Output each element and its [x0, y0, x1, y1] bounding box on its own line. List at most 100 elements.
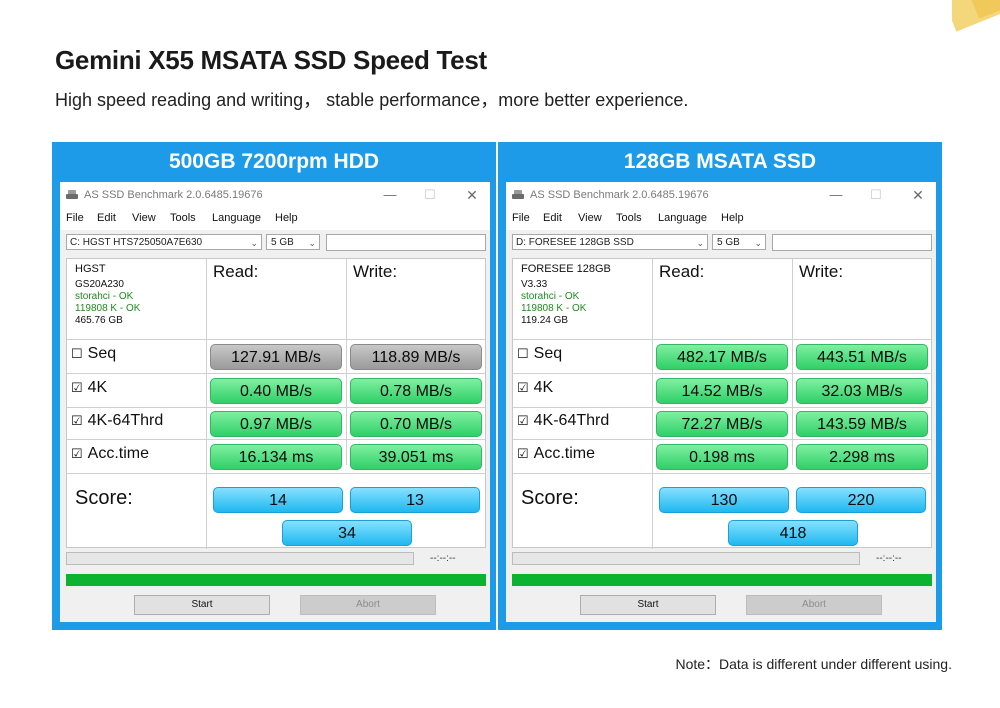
menu-help[interactable]: Help [721, 212, 744, 224]
close-icon[interactable]: ✕ [466, 187, 478, 203]
menu-view[interactable]: View [578, 212, 602, 224]
total-progress-bar [512, 574, 932, 586]
disk-icon [66, 190, 78, 200]
row-4k64-label[interactable]: ☑ 4K-64Thrd [71, 412, 163, 430]
size-select[interactable]: 5 GB ⌄ [712, 234, 766, 250]
checkbox-icon[interactable]: ☑ [517, 413, 529, 428]
menu-edit[interactable]: Edit [543, 212, 562, 224]
menu-tools[interactable]: Tools [616, 212, 642, 224]
score-write: 13 [350, 487, 480, 513]
drive-info: HGST GS20A230 storahci - OK 119808 K - O… [75, 263, 140, 327]
progress-bar [512, 552, 860, 565]
checkbox-icon[interactable]: ☑ [71, 446, 83, 461]
divider [67, 473, 485, 474]
window-titlebar[interactable]: AS SSD Benchmark 2.0.6485.19676 — ☐ ✕ [506, 182, 936, 210]
footnote: Note：Data is different under different u… [675, 656, 952, 672]
drive-select[interactable]: C: HGST HTS725050A7E630 ⌄ [66, 234, 262, 250]
score-read: 130 [659, 487, 789, 513]
row-acc-label[interactable]: ☑ Acc.time [517, 445, 595, 463]
drive-firmware: GS20A230 [75, 279, 124, 290]
menu-bar: File Edit View Tools Language Help [506, 210, 936, 230]
chevron-down-icon: ⌄ [308, 238, 316, 248]
row-seq-label[interactable]: ☐ Seq [71, 345, 116, 363]
drive-select-value: D: FORESEE 128GB SSD [516, 237, 634, 248]
divider [67, 339, 485, 340]
name-input[interactable] [772, 234, 932, 251]
divider [67, 373, 485, 374]
menu-edit[interactable]: Edit [97, 212, 116, 224]
close-icon[interactable]: ✕ [912, 187, 924, 203]
drive-model: HGST [75, 263, 106, 275]
row-4k-label[interactable]: ☑ 4K [517, 379, 553, 397]
name-input[interactable] [326, 234, 486, 251]
row-label-text: Acc.time [87, 445, 149, 462]
menu-file[interactable]: File [66, 212, 84, 224]
panel-header: 128GB MSATA SSD [623, 150, 817, 173]
menu-language[interactable]: Language [212, 212, 261, 224]
acc-write-value: 2.298 ms [796, 444, 928, 470]
drive-firmware: V3.33 [521, 279, 548, 290]
minimize-icon[interactable]: — [829, 187, 843, 202]
divider [513, 407, 931, 408]
row-4k-label[interactable]: ☑ 4K [71, 379, 107, 397]
score-total: 34 [282, 520, 412, 546]
start-button[interactable]: Start [134, 595, 270, 615]
acc-write-value: 39.051 ms [350, 444, 482, 470]
divider [346, 259, 347, 465]
minimize-icon[interactable]: — [383, 187, 397, 202]
checkbox-icon[interactable]: ☑ [517, 380, 529, 395]
window-title: AS SSD Benchmark 2.0.6485.19676 [84, 189, 263, 201]
4k64-read-value: 0.97 MB/s [210, 411, 342, 437]
benchmark-window: AS SSD Benchmark 2.0.6485.19676 — ☐ ✕ Fi… [506, 182, 936, 622]
row-label-text: Acc.time [533, 445, 595, 462]
results-grid: FORESEE 128GB V3.33 storahci - OK 119808… [512, 258, 932, 549]
seq-write-value: 443.51 MB/s [796, 344, 928, 370]
divider [792, 259, 793, 465]
maximize-icon[interactable]: ☐ [870, 187, 882, 202]
menu-language[interactable]: Language [658, 212, 707, 224]
divider [652, 465, 653, 549]
seq-read-value: 482.17 MB/s [656, 344, 788, 370]
checkbox-icon[interactable]: ☑ [71, 413, 83, 428]
divider [513, 373, 931, 374]
abort-button[interactable]: Abort [746, 595, 882, 615]
write-header: Write: [353, 262, 398, 281]
page-title: Gemini X55 MSATA SSD Speed Test [55, 45, 487, 75]
row-acc-label[interactable]: ☑ Acc.time [71, 445, 149, 463]
size-select-value: 5 GB [271, 237, 294, 248]
menu-view[interactable]: View [132, 212, 156, 224]
menu-file[interactable]: File [512, 212, 530, 224]
checkbox-icon[interactable]: ☐ [517, 346, 529, 361]
divider [206, 465, 207, 549]
alignment-status: 119808 K - OK [521, 303, 587, 314]
checkbox-icon[interactable]: ☑ [517, 446, 529, 461]
row-label-text: 4K [533, 379, 554, 396]
checkbox-icon[interactable]: ☐ [71, 346, 83, 361]
drive-capacity: 465.76 GB [75, 315, 123, 326]
drive-select[interactable]: D: FORESEE 128GB SSD ⌄ [512, 234, 708, 250]
seq-read-value: 127.91 MB/s [210, 344, 342, 370]
panel-header: 500GB 7200rpm HDD [168, 150, 380, 173]
menu-tools[interactable]: Tools [170, 212, 196, 224]
drive-model: FORESEE 128GB [521, 263, 611, 275]
divider [513, 473, 931, 474]
start-button[interactable]: Start [580, 595, 716, 615]
read-header: Read: [213, 262, 259, 281]
total-progress-bar [66, 574, 486, 586]
row-seq-label[interactable]: ☐ Seq [517, 345, 562, 363]
maximize-icon[interactable]: ☐ [424, 187, 436, 202]
row-4k64-label[interactable]: ☑ 4K-64Thrd [517, 412, 609, 430]
alignment-status: 119808 K - OK [75, 303, 141, 314]
size-select[interactable]: 5 GB ⌄ [266, 234, 320, 250]
seq-write-value: 118.89 MB/s [350, 344, 482, 370]
abort-button[interactable]: Abort [300, 595, 436, 615]
menu-bar: File Edit View Tools Language Help [60, 210, 490, 230]
row-label-text: Seq [87, 345, 117, 362]
checkbox-icon[interactable]: ☑ [71, 380, 83, 395]
drive-info: FORESEE 128GB V3.33 storahci - OK 119808… [521, 263, 611, 327]
window-titlebar[interactable]: AS SSD Benchmark 2.0.6485.19676 — ☐ ✕ [60, 182, 490, 210]
menu-help[interactable]: Help [275, 212, 298, 224]
4k64-write-value: 143.59 MB/s [796, 411, 928, 437]
size-select-value: 5 GB [717, 237, 740, 248]
driver-status: storahci - OK [521, 291, 580, 302]
